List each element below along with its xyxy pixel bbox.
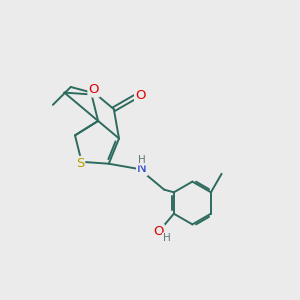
Text: H: H: [138, 154, 146, 165]
Text: H: H: [163, 233, 170, 243]
Text: N: N: [137, 162, 147, 175]
Text: O: O: [153, 225, 164, 238]
Text: S: S: [76, 157, 84, 170]
Text: O: O: [135, 89, 146, 102]
Text: O: O: [88, 83, 99, 96]
